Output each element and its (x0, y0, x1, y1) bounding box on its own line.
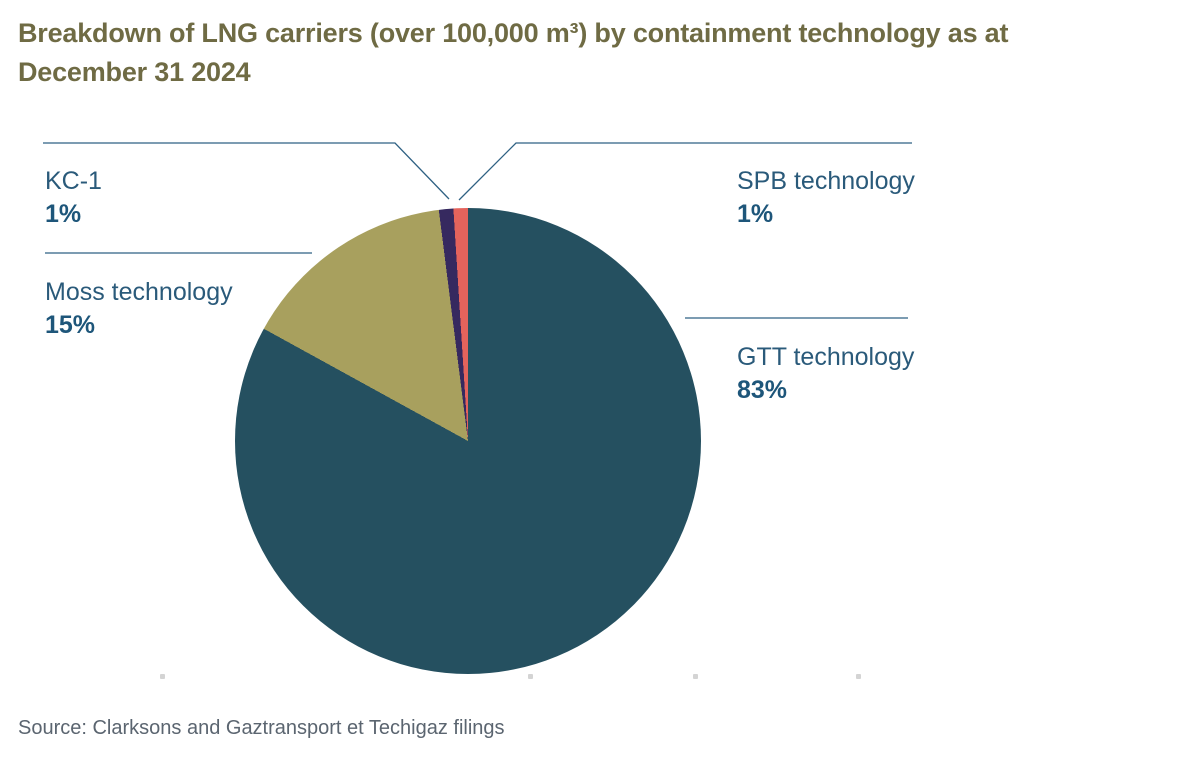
slice-pct-kc1: 1% (45, 200, 82, 228)
slice-label-kc1: KC-1 (45, 167, 102, 195)
page-title-line2: December 31 2024 (18, 57, 251, 87)
leader-line-kc1 (43, 142, 450, 200)
slice-label-gtt: GTT technology (737, 343, 915, 371)
slice-label-moss: Moss technology (45, 278, 233, 306)
page-title: Breakdown of LNG carriers (over 100,000 … (18, 14, 1178, 92)
axis-tick-3 (693, 674, 698, 679)
callout-kc1: KC-1 1% (45, 165, 102, 231)
slice-label-spb: SPB technology (737, 167, 915, 195)
slice-pct-gtt: 83% (737, 376, 788, 404)
page-title-line1: Breakdown of LNG carriers (over 100,000 … (18, 18, 1009, 48)
callout-moss: Moss technology 15% (45, 276, 233, 342)
callout-gtt: GTT technology 83% (737, 341, 914, 407)
callout-spb: SPB technology 1% (737, 165, 915, 231)
axis-tick-1 (160, 674, 165, 679)
slice-pct-moss: 15% (45, 311, 96, 339)
slice-pct-spb: 1% (737, 200, 774, 228)
pie-chart (235, 208, 701, 674)
axis-tick-2 (528, 674, 533, 679)
source-caption: Source: Clarksons and Gaztransport et Te… (18, 717, 505, 739)
axis-tick-4 (856, 674, 861, 679)
